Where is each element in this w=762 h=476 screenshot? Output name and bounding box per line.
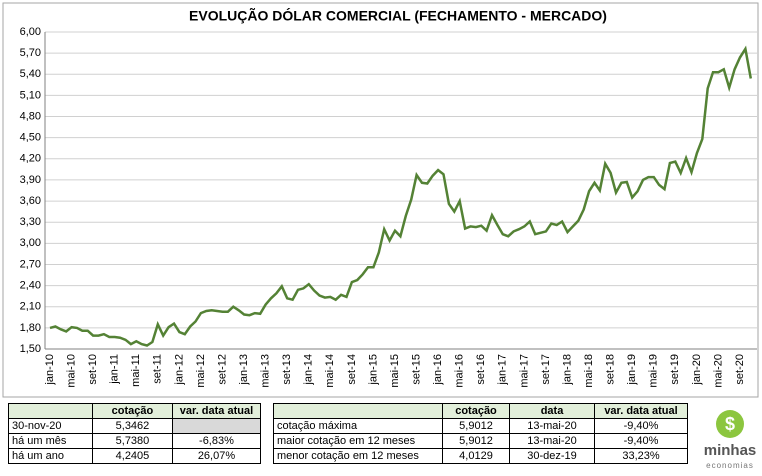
x-tick-label: set-16 — [475, 354, 487, 385]
y-tick-label: 3,90 — [20, 174, 41, 186]
header-cell — [273, 403, 443, 419]
x-tick-label: mai-13 — [260, 354, 272, 388]
x-tick-label: set-11 — [152, 354, 164, 384]
table-cell: maior cotação em 12 meses — [273, 433, 443, 449]
header-cell: cotação — [442, 403, 510, 419]
y-tick-label: 6,00 — [20, 26, 41, 38]
x-tick-label: set-15 — [410, 354, 422, 385]
y-tick-label: 2,70 — [20, 258, 41, 270]
table-cell: 13-mai-20 — [509, 418, 595, 434]
table-row: cotação máxima 5,9012 13-mai-20 -9,40% — [273, 418, 688, 434]
x-tick-label: jan-11 — [109, 354, 121, 385]
y-tick-label: 1,80 — [20, 322, 41, 334]
x-tick-label: mai-17 — [518, 354, 530, 388]
table-row: há um ano 4,2405 26,07% — [8, 448, 262, 464]
x-tick-label: mai-11 — [130, 354, 142, 387]
table-cell: 13-mai-20 — [509, 433, 595, 449]
table-cell: 30-nov-20 — [8, 418, 93, 434]
y-tick-label: 3,60 — [20, 195, 41, 207]
header-row: cotação data var. data atual — [273, 403, 688, 419]
table-cell: 5,9012 — [442, 418, 510, 434]
x-tick-label: mai-16 — [454, 354, 466, 388]
table-cell: 26,07% — [171, 448, 262, 464]
chart: EVOLUÇÃO DÓLAR COMERCIAL (FECHAMENTO - M… — [2, 2, 759, 398]
x-tick-label: set-17 — [540, 354, 552, 385]
x-tick-label: jan-14 — [303, 354, 315, 386]
table-row: menor cotação em 12 meses 4,0129 30-dez-19… — [273, 448, 688, 464]
x-tick-label: mai-12 — [195, 354, 207, 388]
header-cell: cotação — [92, 403, 173, 419]
y-tick-label: 2,10 — [20, 301, 41, 313]
x-tick-label: mai-10 — [65, 354, 77, 388]
y-tick-label: 4,80 — [20, 110, 41, 122]
y-tick-label: 1,50 — [20, 343, 41, 355]
x-tick-label: jan-20 — [691, 354, 703, 386]
chart-border — [2, 2, 759, 398]
header-cell: var. data atual — [171, 403, 262, 419]
table-row: 30-nov-20 5,3462 — [8, 418, 262, 434]
table-cell: há um ano — [8, 448, 93, 464]
table-row: há um mês 5,7380 -6,83% — [8, 433, 262, 449]
table-cell: há um mês — [8, 433, 93, 449]
x-tick-label: jan-10 — [44, 354, 56, 386]
x-tick-label: set-18 — [605, 354, 617, 385]
y-tick-label: 3,30 — [20, 216, 41, 228]
x-tick-label: jan-19 — [626, 354, 638, 386]
x-tick-label: jan-15 — [367, 354, 379, 386]
x-tick-label: set-14 — [346, 354, 358, 385]
table-cell: 4,2405 — [92, 448, 173, 464]
table-cell: 33,23% — [594, 448, 688, 464]
table-row: maior cotação em 12 meses 5,9012 13-mai-20… — [273, 433, 688, 449]
header-cell — [8, 403, 93, 419]
table-cell: -9,40% — [594, 418, 688, 434]
x-tick-label: mai-20 — [712, 354, 724, 388]
x-tick-label: jan-17 — [497, 354, 509, 386]
y-tick-label: 5,40 — [20, 68, 41, 80]
y-tick-label: 4,50 — [20, 132, 41, 144]
empty-cell — [171, 418, 262, 434]
y-tick-label: 4,20 — [20, 153, 41, 165]
table-cell: menor cotação em 12 meses — [273, 448, 443, 464]
table-cell: cotação máxima — [273, 418, 443, 434]
y-tick-label: 2,40 — [20, 280, 41, 292]
x-tick-label: mai-18 — [583, 354, 595, 388]
header-cell: data — [509, 403, 595, 419]
x-tick-label: set-12 — [216, 354, 228, 385]
x-tick-label: jan-18 — [561, 354, 573, 386]
table-cell: -9,40% — [594, 433, 688, 449]
logo-name: minhas — [704, 442, 757, 459]
header-cell: var. data atual — [594, 403, 688, 419]
logo-tagline: economias — [706, 461, 754, 470]
y-tick-label: 5,70 — [20, 47, 41, 59]
x-tick-label: set-13 — [281, 354, 293, 385]
table-cell: 5,7380 — [92, 433, 173, 449]
table-cell: 5,3462 — [92, 418, 173, 434]
x-tick-label: jan-16 — [432, 354, 444, 386]
x-tick-label: set-19 — [669, 354, 681, 385]
logo-symbol: $ — [725, 414, 735, 434]
left-table: cotação var. data atual 30-nov-20 5,3462 há … — [8, 403, 262, 464]
x-tick-label: mai-14 — [324, 354, 336, 388]
right-table: cotação data var. data atual cotação máxima… — [273, 403, 688, 464]
price-line — [49, 45, 753, 347]
chart-title: EVOLUÇÃO DÓLAR COMERCIAL (FECHAMENTO - M… — [189, 7, 607, 24]
table-cell: 5,9012 — [442, 433, 510, 449]
table-cell: 4,0129 — [442, 448, 510, 464]
table-cell: -6,83% — [171, 433, 262, 449]
y-tick-label: 5,10 — [20, 89, 41, 101]
x-tick-label: mai-19 — [648, 354, 660, 388]
logo-icon — [716, 410, 744, 438]
x-tick-label: set-20 — [734, 354, 746, 385]
x-tick-label: jan-13 — [238, 354, 250, 386]
x-tick-label: jan-12 — [173, 354, 185, 386]
logo: $ minhas economias — [704, 410, 757, 470]
x-tick-label: set-10 — [87, 354, 99, 385]
x-tick-label: mai-15 — [389, 354, 401, 388]
header-row: cotação var. data atual — [8, 403, 262, 419]
y-tick-label: 3,00 — [20, 237, 41, 249]
table-cell: 30-dez-19 — [509, 448, 595, 464]
